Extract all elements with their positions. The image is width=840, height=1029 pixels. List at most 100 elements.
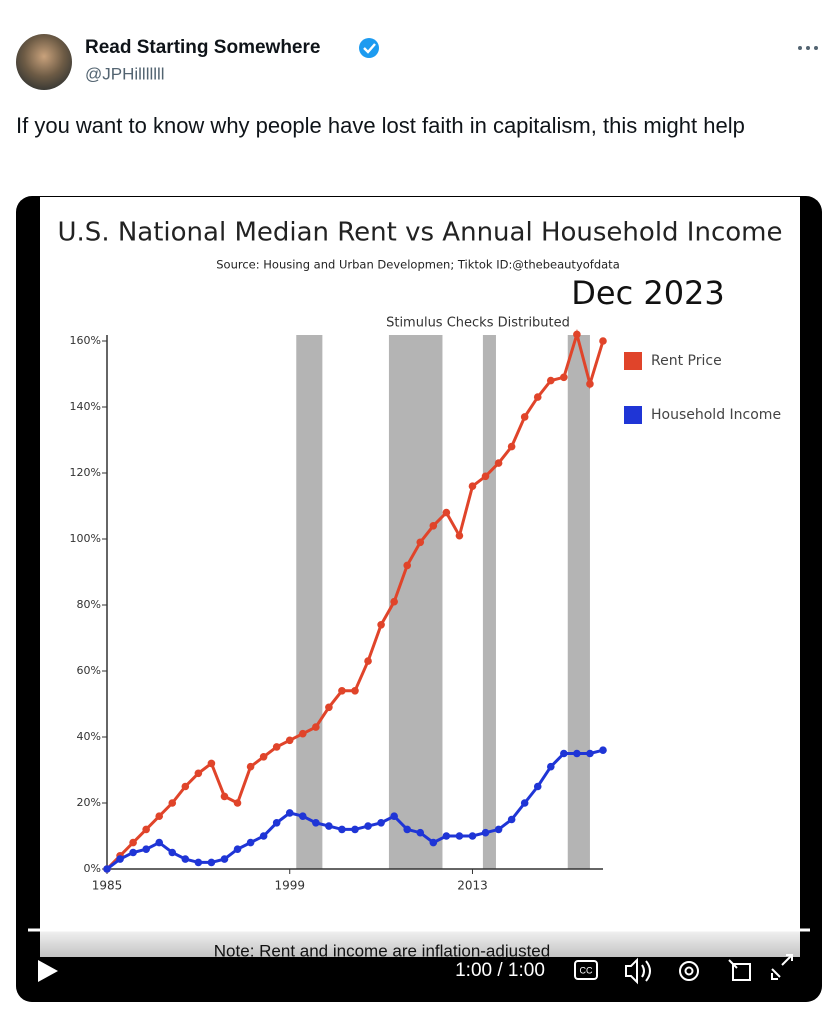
series-point (377, 621, 385, 629)
series-point (390, 597, 398, 606)
series-point (455, 832, 464, 840)
x-tick-label: 2013 (457, 879, 488, 893)
series-point (573, 330, 581, 339)
series-point (351, 825, 359, 834)
series-point (442, 832, 451, 840)
avatar[interactable] (16, 34, 72, 90)
series-point (312, 819, 320, 827)
series-point (129, 838, 137, 847)
series-point (599, 337, 607, 345)
video-time: 1:00 / 1:00 (455, 960, 545, 981)
series-point (533, 782, 542, 791)
series-point (599, 746, 607, 754)
series-point (520, 799, 529, 807)
volume-button[interactable] (625, 957, 651, 985)
series-point (272, 819, 281, 827)
series-point (181, 782, 190, 791)
series-point (298, 812, 307, 820)
verified-badge (359, 38, 379, 58)
tweet-text: If you want to know why people have lost… (16, 113, 745, 138)
series-point (103, 865, 111, 873)
series-point (246, 838, 255, 847)
chart-title: U.S. National Median Rent vs Annual Hous… (58, 218, 783, 248)
series-point (429, 838, 438, 847)
settings-button[interactable] (679, 961, 699, 981)
y-tick-label: 20% (77, 796, 101, 809)
author-name[interactable]: Read Starting Somewhere (85, 37, 320, 58)
series-point (116, 855, 124, 863)
y-tick-label: 140% (70, 400, 101, 413)
series-point (220, 792, 229, 801)
series-point (285, 809, 294, 817)
series-point (403, 825, 412, 834)
fullscreen-button[interactable] (771, 954, 793, 980)
play-button[interactable] (38, 960, 58, 982)
series-point (586, 380, 594, 388)
y-tick-label: 100% (70, 532, 101, 545)
captions-label: CC (580, 965, 593, 975)
series-point (155, 838, 164, 847)
series-point (442, 508, 451, 517)
y-tick-label: 120% (70, 466, 101, 479)
series-point (364, 822, 372, 830)
series-point (416, 538, 425, 547)
series-point (533, 393, 542, 401)
series-point (468, 832, 477, 840)
controls-bg (16, 930, 822, 1002)
series-point (507, 442, 516, 451)
series-point (194, 769, 203, 778)
series-point (455, 531, 464, 540)
video[interactable]: U.S. National Median Rent vs Annual Hous… (16, 196, 822, 1002)
series-point (494, 825, 503, 834)
series-point (285, 736, 294, 745)
series-point (312, 723, 320, 731)
series-point (298, 729, 307, 738)
series-point (129, 848, 137, 857)
series-point (246, 762, 255, 771)
series-point (364, 657, 372, 665)
series-point (586, 749, 594, 758)
series-point (142, 825, 150, 834)
series-point (481, 828, 490, 837)
series-point (142, 845, 150, 853)
tweet-text-box: If you want to know why people have lost… (16, 113, 745, 138)
series-point (520, 413, 529, 421)
series-point (573, 749, 581, 758)
legend-label: Rent Price (651, 353, 722, 369)
more-button[interactable] (798, 46, 818, 50)
x-tick-label: 1999 (274, 879, 305, 893)
annotation: Stimulus Checks Distributed (386, 316, 570, 331)
series-point (351, 687, 359, 695)
series-point (403, 561, 412, 570)
series-point (338, 687, 346, 695)
shaded-period (482, 335, 496, 869)
series-point (325, 703, 333, 712)
series-point (507, 815, 516, 824)
series-point (546, 376, 555, 385)
series-point (233, 845, 242, 853)
series-point (181, 855, 190, 863)
series-point (207, 759, 216, 768)
series-point (468, 482, 477, 491)
series-point (220, 855, 229, 863)
series-point (560, 373, 568, 382)
series-point (233, 799, 242, 807)
series-point (259, 753, 268, 761)
handle[interactable]: @JPHilllllll (85, 64, 165, 83)
series-point (168, 799, 177, 807)
series-point (155, 812, 164, 820)
legend-label: Household Income (651, 407, 781, 423)
series-point (416, 828, 425, 837)
chart-note: Note: Rent and income are inflation-adju… (214, 941, 550, 960)
chart: U.S. National Median Rent vs Annual Hous… (58, 218, 783, 893)
series-point (494, 459, 503, 467)
series-point (390, 812, 398, 820)
legend-swatch (624, 406, 642, 424)
captions-button[interactable]: CC (574, 960, 598, 980)
x-tick-label: 1985 (92, 879, 123, 893)
series-point (207, 858, 216, 867)
pip-button[interactable] (728, 959, 751, 981)
series-point (168, 848, 177, 857)
series-point (272, 743, 281, 751)
